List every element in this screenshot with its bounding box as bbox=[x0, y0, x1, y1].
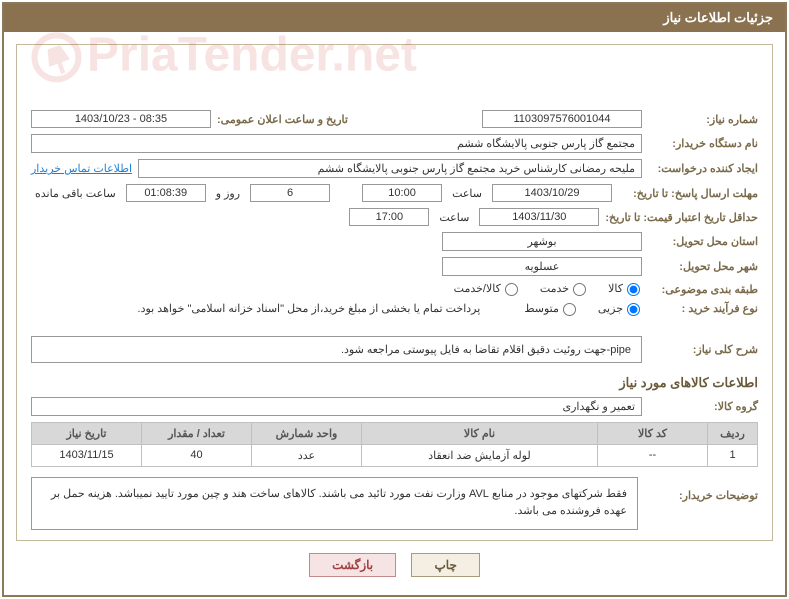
cat-service-option[interactable]: خدمت bbox=[540, 282, 588, 296]
cell-name: لوله آزمایش ضد انعقاد bbox=[362, 444, 598, 466]
row-req-no: شماره نیاز: 1103097576001044 تاریخ و ساع… bbox=[31, 110, 758, 128]
countdown: 01:08:39 bbox=[126, 184, 206, 202]
proc-partial-option[interactable]: جزیی bbox=[598, 302, 642, 316]
table-row: 1 -- لوله آزمایش ضد انعقاد عدد 40 1403/1… bbox=[32, 444, 758, 466]
deadline-date: 1403/10/29 bbox=[492, 184, 612, 202]
pub-date-label: تاریخ و ساعت اعلان عمومی: bbox=[217, 113, 348, 126]
th-unit: واحد شمارش bbox=[252, 422, 362, 444]
th-code: کد کالا bbox=[598, 422, 708, 444]
contact-link[interactable]: اطلاعات تماس خریدار bbox=[31, 162, 132, 175]
buyer-value: مجتمع گاز پارس جنوبی پالایشگاه ششم bbox=[31, 134, 642, 153]
days-word: روز و bbox=[212, 187, 244, 200]
desc-label: شرح کلی نیاز: bbox=[648, 343, 758, 356]
back-button[interactable]: بازگشت bbox=[309, 553, 396, 577]
table-header-row: ردیف کد کالا نام کالا واحد شمارش تعداد /… bbox=[32, 422, 758, 444]
cell-date: 1403/11/15 bbox=[32, 444, 142, 466]
main-frame: جزئیات اطلاعات نیاز PriaTender.net شماره… bbox=[2, 2, 787, 597]
row-desc: شرح کلی نیاز: pipe-جهت روئیت دقیق اقلام … bbox=[31, 336, 758, 363]
print-button[interactable]: چاپ bbox=[411, 553, 479, 577]
days-left: 6 bbox=[250, 184, 330, 202]
deadline-time: 10:00 bbox=[362, 184, 442, 202]
panel-title: جزئیات اطلاعات نیاز bbox=[663, 10, 773, 25]
row-notes: توضیحات خریدار: فقط شرکتهای موجود در منا… bbox=[31, 477, 758, 530]
proc-medium-radio[interactable] bbox=[563, 303, 576, 316]
req-no-value: 1103097576001044 bbox=[482, 110, 642, 128]
watermark: PriaTender.net bbox=[31, 27, 758, 82]
row-buyer: نام دستگاه خریدار: مجتمع گاز پارس جنوبی … bbox=[31, 134, 758, 153]
validity-label: حداقل تاریخ اعتبار قیمت: تا تاریخ: bbox=[605, 211, 758, 224]
row-validity: حداقل تاریخ اعتبار قیمت: تا تاریخ: 1403/… bbox=[31, 208, 758, 226]
proc-partial-radio[interactable] bbox=[627, 303, 640, 316]
cell-code: -- bbox=[598, 444, 708, 466]
goods-section-title: اطلاعات کالاهای مورد نیاز bbox=[31, 375, 758, 391]
row-category: طبقه بندی موضوعی: کالا خدمت کالا/خدمت bbox=[31, 282, 758, 296]
pub-date-value: 1403/10/23 - 08:35 bbox=[31, 110, 211, 128]
city-label: شهر محل تحویل: bbox=[648, 260, 758, 273]
time-label-2: ساعت bbox=[435, 211, 473, 224]
cat-both-radio[interactable] bbox=[505, 283, 518, 296]
creator-label: ایجاد کننده درخواست: bbox=[648, 162, 758, 175]
cell-qty: 40 bbox=[142, 444, 252, 466]
cell-row: 1 bbox=[708, 444, 758, 466]
group-value: تعمیر و نگهداری bbox=[31, 397, 642, 416]
validity-date: 1403/11/30 bbox=[479, 208, 599, 226]
hammer-icon bbox=[31, 33, 81, 83]
notes-label: توضیحات خریدار: bbox=[648, 477, 758, 502]
proc-medium-option[interactable]: متوسط bbox=[524, 302, 578, 316]
proc-note: پرداخت تمام یا بخشی از مبلغ خرید،از محل … bbox=[134, 302, 485, 315]
th-row: ردیف bbox=[708, 422, 758, 444]
cat-goods-radio[interactable] bbox=[627, 283, 640, 296]
goods-table: ردیف کد کالا نام کالا واحد شمارش تعداد /… bbox=[31, 422, 758, 467]
category-label: طبقه بندی موضوعی: bbox=[648, 283, 758, 296]
row-city: شهر محل تحویل: عسلویه bbox=[31, 257, 758, 276]
validity-time: 17:00 bbox=[349, 208, 429, 226]
desc-value: pipe-جهت روئیت دقیق اقلام تقاضا به فایل … bbox=[31, 336, 642, 363]
panel-header: جزئیات اطلاعات نیاز bbox=[4, 4, 785, 32]
th-qty: تعداد / مقدار bbox=[142, 422, 252, 444]
group-label: گروه کالا: bbox=[648, 400, 758, 413]
city-value: عسلویه bbox=[442, 257, 642, 276]
province-value: بوشهر bbox=[442, 232, 642, 251]
row-proc: نوع فرآیند خرید : جزیی متوسط پرداخت تمام… bbox=[31, 302, 758, 316]
row-creator: ایجاد کننده درخواست: ملیحه رمضانی کارشنا… bbox=[31, 159, 758, 178]
cat-goods-option[interactable]: کالا bbox=[608, 282, 642, 296]
cat-both-option[interactable]: کالا/خدمت bbox=[454, 282, 520, 296]
row-deadline: مهلت ارسال پاسخ: تا تاریخ: 1403/10/29 سا… bbox=[31, 184, 758, 202]
row-group: گروه کالا: تعمیر و نگهداری bbox=[31, 397, 758, 416]
content-area: PriaTender.net شماره نیاز: 1103097576001… bbox=[4, 32, 785, 595]
remain-label: ساعت باقی مانده bbox=[31, 187, 120, 200]
th-name: نام کالا bbox=[362, 422, 598, 444]
time-label-1: ساعت bbox=[448, 187, 486, 200]
cell-unit: عدد bbox=[252, 444, 362, 466]
inner-panel: PriaTender.net شماره نیاز: 1103097576001… bbox=[16, 44, 773, 541]
row-province: استان محل تحویل: بوشهر bbox=[31, 232, 758, 251]
button-row: چاپ بازگشت bbox=[16, 553, 773, 577]
th-date: تاریخ نیاز bbox=[32, 422, 142, 444]
cat-service-radio[interactable] bbox=[573, 283, 586, 296]
deadline-label: مهلت ارسال پاسخ: تا تاریخ: bbox=[618, 187, 758, 200]
creator-value: ملیحه رمضانی کارشناس خرید مجتمع گاز پارس… bbox=[138, 159, 642, 178]
province-label: استان محل تحویل: bbox=[648, 235, 758, 248]
req-no-label: شماره نیاز: bbox=[648, 113, 758, 126]
buyer-label: نام دستگاه خریدار: bbox=[648, 137, 758, 150]
proc-label: نوع فرآیند خرید : bbox=[648, 302, 758, 315]
notes-text: فقط شرکتهای موجود در منابع AVL وزارت نفت… bbox=[31, 477, 638, 530]
